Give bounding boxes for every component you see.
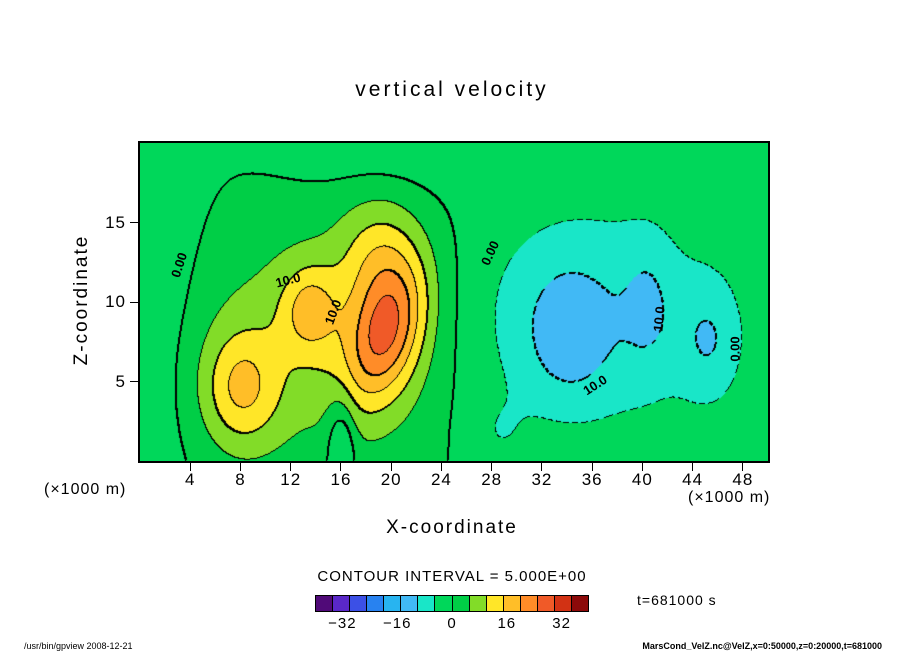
x-tick-mark <box>340 463 342 471</box>
contour-line-label: 0.00 <box>477 238 502 268</box>
plot-area: 0.00 10.0 10.0 0.00 10.0 10.0 0.00 <box>138 141 770 463</box>
contour-line-label: 0.00 <box>167 250 190 280</box>
time-label: t=681000 s <box>637 592 717 608</box>
colorbar-segment <box>401 596 419 611</box>
y-tick-mark <box>130 222 138 223</box>
x-tick-mark <box>440 463 442 471</box>
colorbar-tick-label: 32 <box>552 615 571 632</box>
contour-interval-label: CONTOUR INTERVAL = 5.000E+00 <box>317 568 587 585</box>
footer-dataset: MarsCond_VelZ.nc@VelZ,x=0:50000,z=0:2000… <box>642 641 882 651</box>
colorbar-segment <box>435 596 453 611</box>
y-tick-mark <box>130 301 138 303</box>
contour-line-label: 10.0 <box>650 305 668 333</box>
colorbar <box>315 595 589 612</box>
colorbar-segment <box>520 596 538 611</box>
contour-label-layer: 0.00 10.0 10.0 0.00 10.0 10.0 0.00 <box>140 143 768 461</box>
colorbar-tick-label: 0 <box>447 615 457 632</box>
colorbar-segment <box>384 596 402 611</box>
colorbar-segment <box>333 596 351 611</box>
x-tick-label: 36 <box>581 470 603 489</box>
y-tick-label: 10 <box>105 292 126 311</box>
x-tick-label: 20 <box>380 470 402 489</box>
x-tick-label: 12 <box>280 470 302 489</box>
x-tick-mark <box>491 463 493 471</box>
colorbar-segment <box>503 596 521 611</box>
chart-title: vertical velocity <box>355 78 549 101</box>
colorbar-segment <box>350 596 368 611</box>
colorbar-tick-labels: −32 −16 0 16 32 <box>315 615 589 633</box>
x-tick-label: 4 <box>185 470 196 489</box>
contour-line-label: 10.0 <box>321 297 345 327</box>
y-tick-mark <box>130 381 138 382</box>
colorbar-segment <box>554 596 572 611</box>
colorbar-segment <box>367 596 385 611</box>
colorbar-segments <box>315 595 589 612</box>
x-tick-mark <box>390 463 392 471</box>
contour-line-label: 10.0 <box>579 371 610 399</box>
x-tick-mark <box>692 463 694 471</box>
contour-line-label: 0.00 <box>727 336 743 362</box>
contour-canvas <box>140 143 768 461</box>
y-axis-units: (×1000 m) <box>44 481 127 498</box>
x-tick-label: 44 <box>682 470 704 489</box>
x-tick-label: 16 <box>330 470 352 489</box>
colorbar-segment <box>418 596 436 611</box>
y-tick-label: 5 <box>115 371 126 391</box>
colorbar-segment <box>469 596 487 611</box>
x-tick-mark <box>641 463 643 471</box>
x-tick-label: 8 <box>235 470 246 489</box>
contour-line-label: 10.0 <box>274 269 303 291</box>
footer-command: /usr/bin/gpview 2008-12-21 <box>24 641 133 651</box>
colorbar-tick-label: −32 <box>328 615 357 632</box>
x-axis-label: X-coordinate <box>386 517 518 538</box>
x-tick-mark <box>541 463 543 471</box>
x-tick-label: 24 <box>430 470 452 489</box>
colorbar-segment <box>316 596 334 611</box>
x-tick-mark <box>189 463 191 471</box>
x-axis-units: (×1000 m) <box>688 489 771 506</box>
x-tick-label: 48 <box>732 470 754 489</box>
y-axis-label: Z-coordinate <box>71 234 92 366</box>
x-tick-label: 28 <box>481 470 503 489</box>
x-tick-mark <box>591 463 593 471</box>
x-tick-mark <box>239 463 241 471</box>
x-tick-mark <box>742 463 744 471</box>
colorbar-segment <box>486 596 504 611</box>
colorbar-segment <box>537 596 555 611</box>
y-tick-label: 15 <box>105 212 126 232</box>
x-tick-label: 32 <box>531 470 553 489</box>
x-tick-mark <box>290 463 292 471</box>
colorbar-segment <box>452 596 470 611</box>
x-tick-label: 40 <box>631 470 653 489</box>
colorbar-tick-label: 16 <box>497 615 517 632</box>
colorbar-tick-label: −16 <box>382 615 412 632</box>
colorbar-segment <box>571 596 588 611</box>
